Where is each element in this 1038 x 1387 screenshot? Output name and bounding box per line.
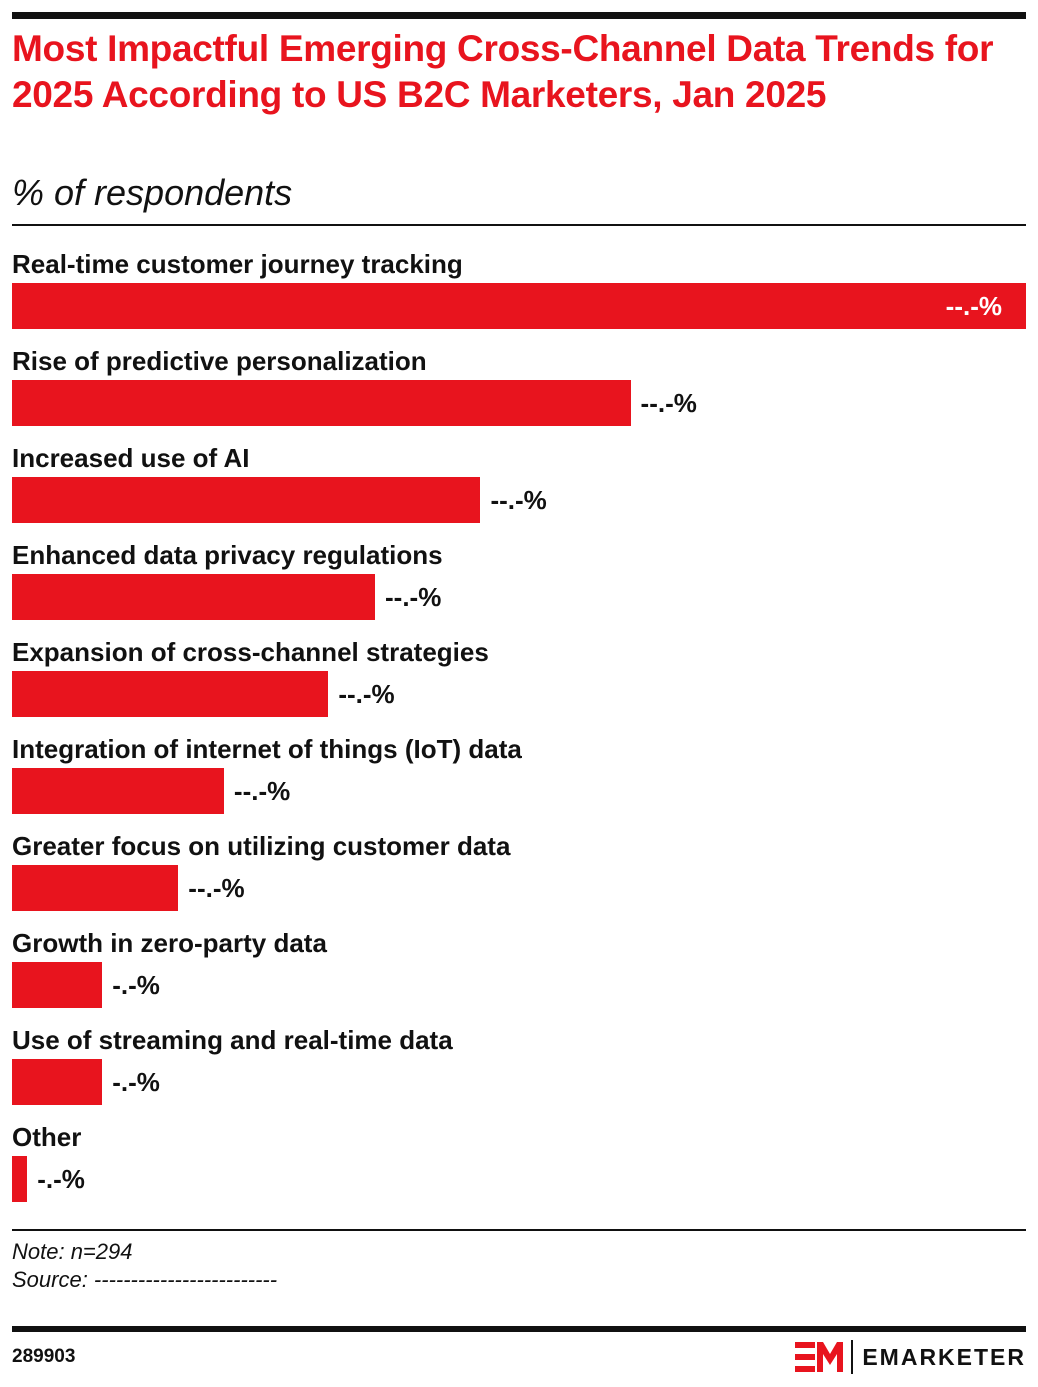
value-label: -.-% bbox=[112, 1067, 160, 1097]
bar bbox=[12, 1156, 28, 1202]
bar bbox=[12, 1059, 103, 1105]
category-label: Growth in zero-party data bbox=[12, 928, 327, 958]
bar bbox=[12, 477, 481, 523]
value-label: -.-% bbox=[37, 1164, 85, 1194]
category-label: Other bbox=[12, 1122, 82, 1152]
logo-separator bbox=[851, 1340, 854, 1374]
category-label: Use of streaming and real-time data bbox=[12, 1025, 453, 1055]
value-label: --.-% bbox=[385, 582, 442, 612]
bar-chart-plot: Real-time customer journey tracking --.-%… bbox=[12, 240, 1026, 1215]
bar bbox=[12, 962, 103, 1008]
note-text: Note: n=294 bbox=[12, 1239, 133, 1264]
bar bbox=[12, 865, 179, 911]
category-label: Greater focus on utilizing customer data bbox=[12, 831, 511, 861]
category-label: Integration of internet of things (IoT) … bbox=[12, 734, 522, 764]
value-label: --.-% bbox=[338, 679, 395, 709]
bar bbox=[12, 671, 329, 717]
value-label: --.-% bbox=[640, 388, 697, 418]
value-label: --.-% bbox=[945, 291, 1002, 321]
value-label: --.-% bbox=[188, 873, 245, 903]
bottom-rule bbox=[12, 1326, 1026, 1332]
bar bbox=[12, 574, 375, 620]
bar bbox=[12, 768, 224, 814]
value-label: -.-% bbox=[112, 970, 160, 1000]
footer-divider bbox=[12, 1229, 1026, 1231]
chart-id: 289903 bbox=[12, 1346, 76, 1367]
category-label: Enhanced data privacy regulations bbox=[12, 540, 443, 570]
emarketer-logo: EMARKETER bbox=[795, 1338, 1026, 1376]
brand-wordmark: EMARKETER bbox=[862, 1343, 1026, 1370]
category-label: Rise of predictive personalization bbox=[12, 346, 427, 376]
header-divider bbox=[12, 224, 1026, 226]
source-text: Source: ------------------------- bbox=[12, 1267, 278, 1292]
category-label: Expansion of cross-channel strategies bbox=[12, 637, 489, 667]
value-label: --.-% bbox=[233, 776, 291, 806]
bar bbox=[12, 283, 1026, 329]
category-label: Increased use of AI bbox=[12, 443, 250, 473]
chart-subtitle: % of respondents bbox=[12, 172, 293, 213]
chart-notes: Note: n=294 Source: --------------------… bbox=[12, 1238, 277, 1294]
bar bbox=[12, 380, 631, 426]
em-logo-icon bbox=[795, 1342, 844, 1372]
chart-title: Most Impactful Emerging Cross-Channel Da… bbox=[12, 28, 994, 115]
top-rule bbox=[12, 12, 1026, 19]
category-label: Real-time customer journey tracking bbox=[12, 249, 463, 279]
value-label: --.-% bbox=[490, 485, 547, 515]
